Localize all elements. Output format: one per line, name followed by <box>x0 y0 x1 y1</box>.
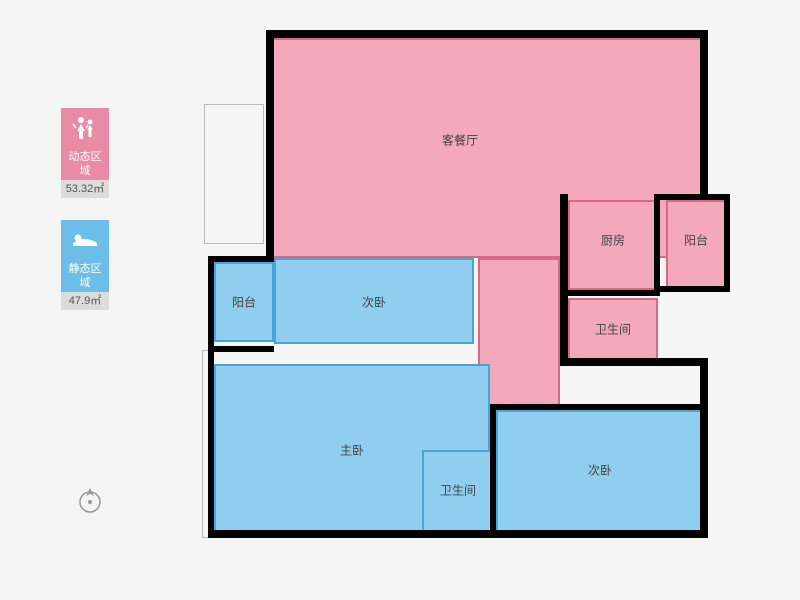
floorplan: 客餐厅 厨房 阳台 卫生间 阳台 次卧 主卧 卫生间 次卧 <box>200 30 760 570</box>
wall <box>560 290 660 296</box>
label-balcony-left: 阳台 <box>232 294 256 311</box>
legend-static-label: 静态区域 <box>61 260 109 292</box>
balcony-outline <box>204 104 264 244</box>
label-kitchen: 厨房 <box>601 232 625 249</box>
legend-dynamic: 动态区域 53.32㎡ <box>55 108 115 198</box>
wall <box>266 30 274 256</box>
wall <box>560 358 708 366</box>
legend-dynamic-value: 53.32㎡ <box>61 180 109 198</box>
wall <box>658 194 730 200</box>
wall <box>208 256 274 262</box>
wall <box>724 194 730 292</box>
legend-static-value: 47.9㎡ <box>61 292 109 310</box>
wall <box>658 286 730 292</box>
wall <box>654 194 660 292</box>
wall <box>266 30 708 38</box>
room-corridor <box>478 258 560 410</box>
sleep-icon <box>61 220 109 260</box>
wall <box>208 346 274 352</box>
label-balcony-right: 阳台 <box>684 232 708 249</box>
legend-static: 静态区域 47.9㎡ <box>55 220 115 310</box>
people-icon <box>61 108 109 148</box>
wall <box>208 256 214 538</box>
legend-dynamic-label: 动态区域 <box>61 148 109 180</box>
wall <box>700 30 708 198</box>
wall <box>208 530 708 538</box>
label-bedroom-lower: 次卧 <box>588 462 612 479</box>
label-bedroom-upper: 次卧 <box>362 294 386 311</box>
wall <box>700 358 708 538</box>
wall <box>490 404 496 534</box>
label-living: 客餐厅 <box>442 132 478 149</box>
legend: 动态区域 53.32㎡ 静态区域 47.9㎡ <box>55 108 115 332</box>
wall <box>490 404 706 410</box>
label-bath-upper: 卫生间 <box>595 321 631 338</box>
label-master: 主卧 <box>340 442 364 459</box>
wall <box>560 194 568 364</box>
compass-icon <box>75 485 105 515</box>
label-bath-lower: 卫生间 <box>440 482 476 499</box>
